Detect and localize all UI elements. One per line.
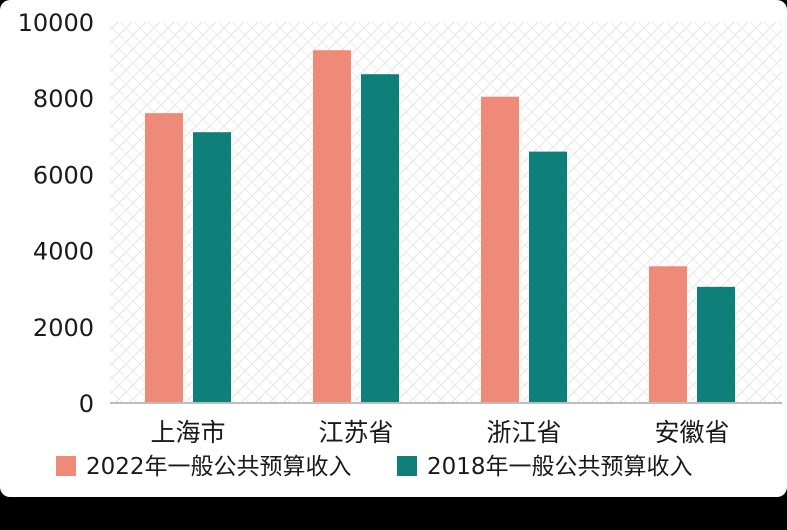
chart-frame: 0 2000 4000 6000 8000 10000 上海市 江苏省 浙江省 安徽省 2022…	[0, 0, 787, 497]
category-label: 安徽省	[654, 418, 729, 447]
y-tick-label: 6000	[33, 161, 94, 189]
legend-swatch	[56, 456, 76, 476]
category-label: 江苏省	[318, 418, 393, 447]
bar-series-1	[145, 113, 183, 404]
legend-swatch	[397, 456, 417, 476]
y-tick-label: 10000	[18, 9, 94, 37]
bar-series-1	[649, 266, 687, 403]
y-tick-label: 8000	[33, 85, 94, 113]
legend-label: 2018年一般公共预算收入	[427, 454, 693, 480]
bar-series-2	[361, 74, 399, 404]
category-label: 浙江省	[486, 418, 561, 447]
y-tick-label: 2000	[33, 314, 94, 342]
legend-label: 2022年一般公共预算收入	[86, 454, 352, 480]
bar-series-1	[313, 50, 351, 403]
bar-series-1	[481, 96, 519, 403]
y-tick-label: 4000	[33, 238, 94, 266]
bar-series-2	[193, 132, 231, 404]
bar-series-2	[697, 286, 735, 403]
category-label: 上海市	[150, 418, 225, 447]
bar-chart: 0 2000 4000 6000 8000 10000 上海市 江苏省 浙江省 安徽省 2022…	[18, 9, 782, 480]
bar-series-2	[529, 151, 567, 403]
y-tick-label: 0	[79, 390, 94, 418]
